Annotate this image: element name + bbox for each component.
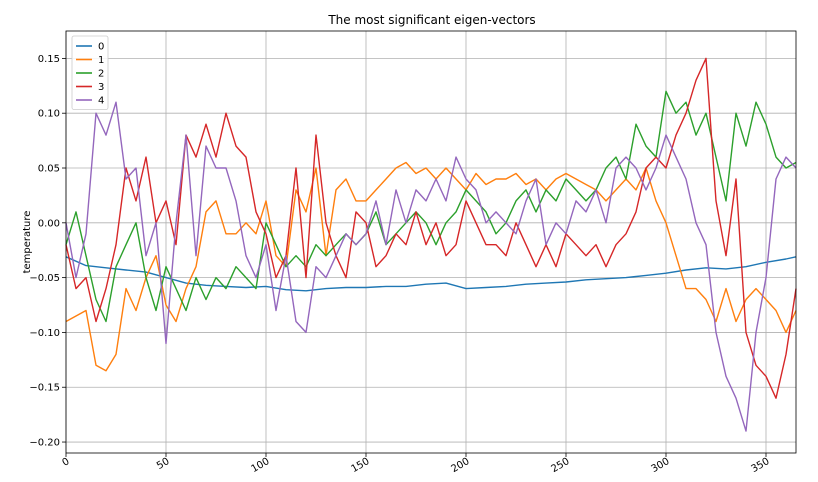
axis-ticks: 0 50 100 150 200 250 300 350 −0.20 −0.15 −0.10 −0.0… bbox=[29, 54, 771, 475]
series-line-2 bbox=[65, 90, 797, 323]
x-tick-label: 200 bbox=[449, 456, 471, 475]
series-line-4 bbox=[65, 101, 797, 432]
x-tick-label: 0 bbox=[60, 456, 71, 469]
y-tick-label: −0.10 bbox=[29, 328, 60, 339]
x-tick-label: 150 bbox=[349, 456, 371, 475]
y-tick-label: 0.05 bbox=[38, 164, 60, 175]
y-tick-label: 0.15 bbox=[38, 54, 60, 65]
y-tick-label: 0.10 bbox=[38, 109, 60, 120]
legend-label: 1 bbox=[98, 55, 104, 66]
x-tick-label: 100 bbox=[249, 456, 271, 475]
series-line-0 bbox=[65, 256, 797, 292]
x-tick-label: 300 bbox=[649, 456, 671, 475]
series-lines bbox=[65, 57, 797, 432]
y-axis-label: temperature bbox=[22, 211, 33, 274]
x-tick-label: 50 bbox=[155, 456, 172, 472]
x-tick-label: 350 bbox=[749, 456, 771, 475]
y-tick-label: −0.20 bbox=[29, 438, 60, 449]
legend-label: 2 bbox=[98, 69, 104, 80]
y-tick-label: −0.15 bbox=[29, 383, 60, 394]
legend-label: 0 bbox=[98, 42, 104, 53]
chart-title: The most significant eigen-vectors bbox=[327, 13, 535, 27]
legend: 0 1 2 3 4 bbox=[71, 35, 109, 110]
series-line-1 bbox=[65, 161, 797, 372]
plot-frame bbox=[65, 30, 797, 454]
y-tick-label: −0.05 bbox=[29, 273, 60, 284]
x-tick-label: 250 bbox=[549, 456, 571, 475]
legend-label: 3 bbox=[98, 82, 104, 93]
y-tick-label: 0.00 bbox=[38, 218, 60, 229]
grid bbox=[65, 31, 796, 453]
series-line-3 bbox=[65, 57, 797, 399]
legend-label: 4 bbox=[98, 96, 104, 107]
